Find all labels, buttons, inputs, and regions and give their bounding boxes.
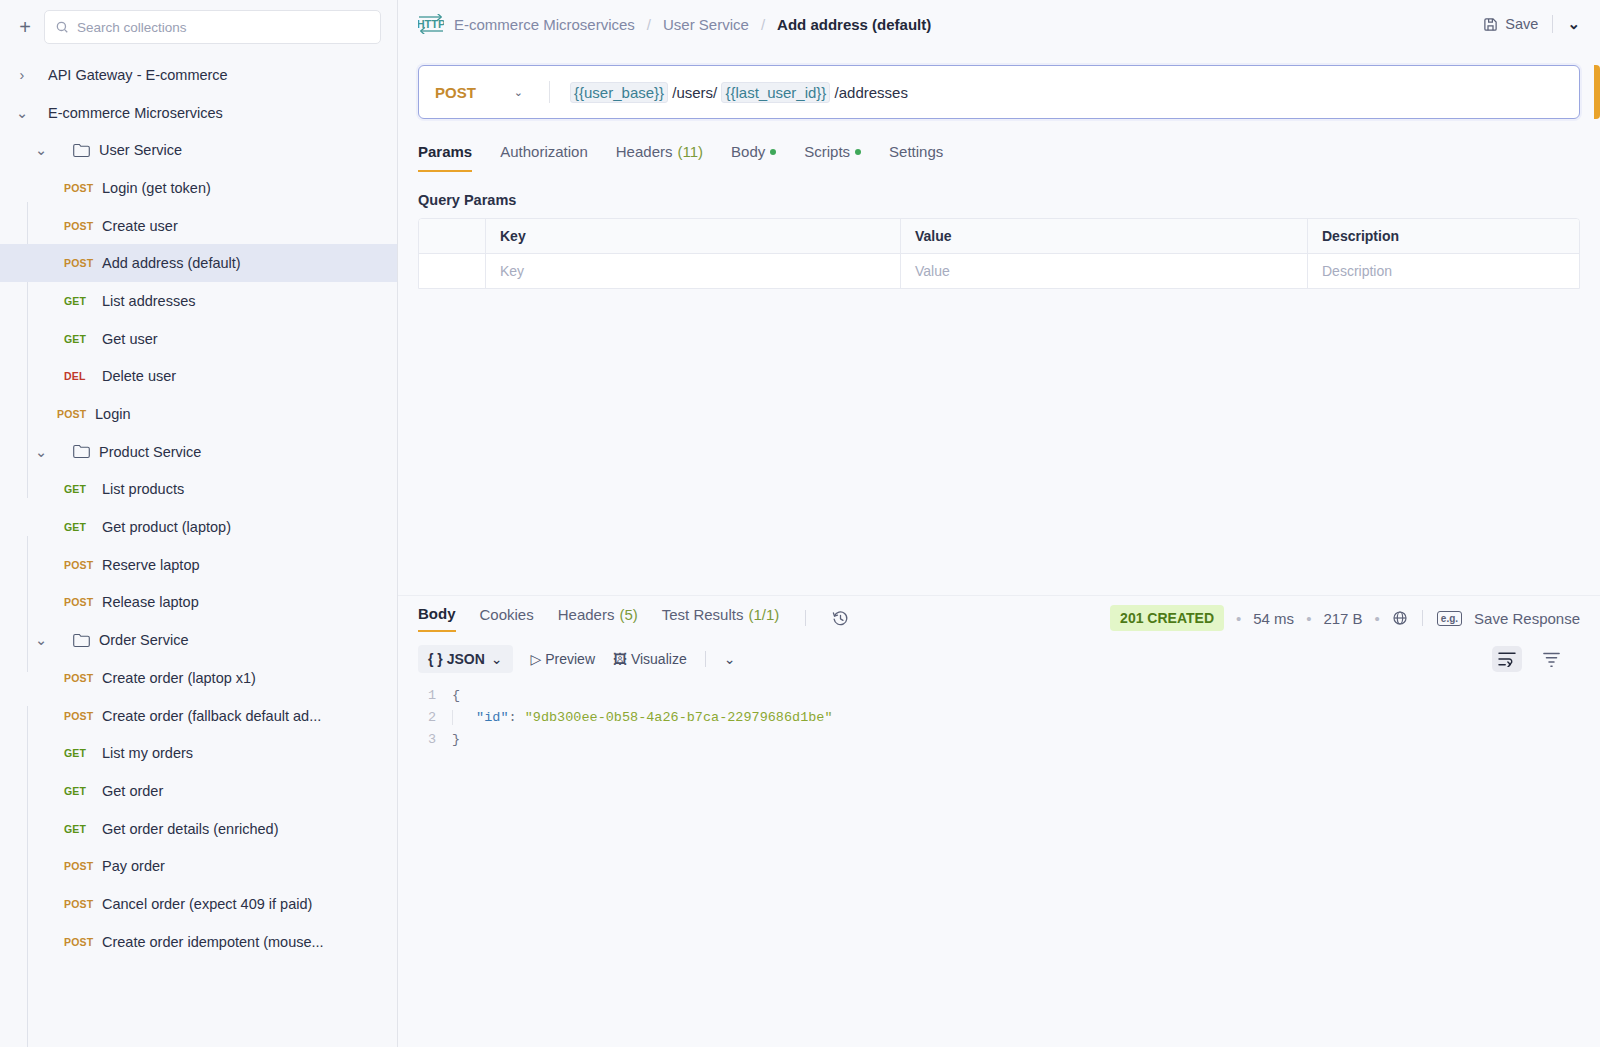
svg-text:HTTP: HTTP	[418, 18, 444, 30]
